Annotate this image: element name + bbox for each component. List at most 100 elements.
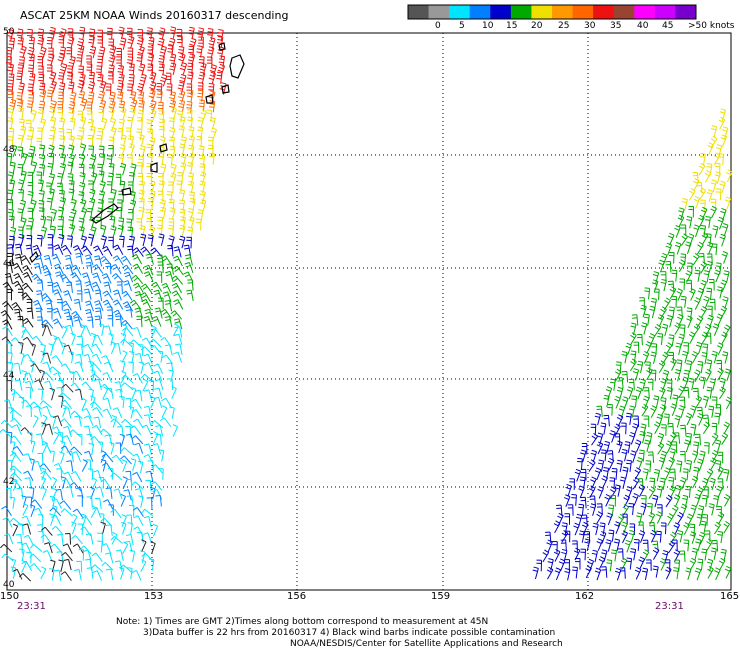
wind-barb [217, 28, 224, 42]
wind-barb [575, 513, 583, 527]
wind-barb [611, 549, 617, 562]
wind-barb [596, 503, 603, 515]
wind-barb [50, 208, 57, 222]
wind-barb [84, 254, 94, 266]
wind-barb [66, 315, 74, 327]
wind-barb [125, 425, 132, 438]
wind-barb [676, 306, 683, 318]
wind-barb [580, 449, 587, 463]
wind-barb [670, 358, 677, 371]
wind-barb [115, 442, 122, 454]
wind-barb [31, 335, 44, 346]
wind-barb [573, 522, 580, 536]
wind-barb [640, 502, 647, 516]
wind-barb [93, 416, 102, 429]
wind-barb [596, 441, 604, 455]
wind-barb [726, 169, 733, 183]
wind-barb [581, 442, 588, 455]
wind-barb [78, 26, 86, 39]
wind-barb [106, 387, 114, 399]
wind-barb [122, 264, 134, 275]
wind-barb [28, 53, 35, 66]
wind-barb [690, 423, 697, 436]
wind-barb [61, 300, 72, 311]
wind-barb [171, 275, 184, 285]
wind-barb [198, 36, 204, 49]
wind-barb [76, 135, 83, 148]
wind-barb [2, 319, 13, 330]
wind-barb [717, 478, 724, 490]
wind-barb [72, 543, 84, 554]
wind-barb [678, 405, 685, 418]
wind-barb [56, 533, 64, 546]
wind-barb [679, 396, 686, 409]
wind-barb [88, 388, 94, 401]
wind-barb [650, 351, 657, 365]
wind-barb [137, 344, 144, 356]
wind-barb [706, 189, 714, 202]
wind-barb [110, 188, 117, 202]
wind-barb [178, 99, 186, 113]
wind-barb [677, 214, 685, 228]
wind-barb [596, 405, 603, 418]
wind-barb [27, 83, 34, 96]
wind-barb [17, 208, 24, 221]
wind-barb [168, 369, 174, 382]
wind-barb [558, 558, 566, 572]
wind-barb [117, 26, 125, 40]
wind-barb [668, 251, 675, 264]
wind-barb [22, 502, 29, 516]
wind-barb [38, 189, 45, 203]
wind-barb [96, 134, 103, 147]
wind-barb [626, 459, 632, 472]
wind-barb [143, 443, 152, 455]
wind-barb [131, 398, 142, 409]
wind-barb [7, 171, 15, 184]
wind-barb [70, 332, 76, 346]
wind-barb [138, 189, 145, 203]
wind-barb [167, 153, 174, 166]
wind-barb [49, 225, 56, 238]
wind-barb [19, 352, 25, 366]
wind-barb [27, 152, 34, 165]
wind-barb [643, 415, 650, 428]
wind-barb [108, 38, 115, 51]
wind-barb [700, 261, 708, 274]
wind-barb [22, 336, 34, 347]
wind-barb [13, 362, 22, 375]
wind-barb [118, 154, 125, 167]
wind-barb [136, 83, 145, 96]
wind-barb [8, 73, 15, 86]
wind-barb [0, 420, 13, 429]
wind-barb [154, 307, 163, 319]
wind-barb [127, 35, 135, 49]
pass-time-right: 23:31 [655, 601, 684, 612]
wind-barb [70, 446, 83, 456]
wind-barb [674, 241, 682, 255]
wind-barb [168, 181, 174, 194]
wind-barb [614, 423, 621, 437]
wind-barb [133, 282, 144, 293]
wind-barb [28, 91, 35, 103]
wind-barb [7, 90, 14, 103]
wind-barb [546, 539, 553, 553]
wind-barb [178, 52, 186, 66]
wind-barb [614, 521, 621, 534]
wind-barb [23, 534, 34, 546]
wind-barb [20, 427, 33, 437]
wind-barb [706, 359, 713, 372]
wind-barb [617, 548, 624, 560]
wind-barb [686, 360, 693, 373]
wind-barb [719, 233, 726, 247]
lon-label-153: 153 [144, 591, 164, 602]
wind-barb [179, 235, 186, 249]
wind-barb [159, 199, 167, 212]
wind-barb [701, 352, 708, 365]
wind-barb [33, 405, 42, 417]
wind-barb [697, 287, 705, 301]
wind-barb [126, 433, 134, 446]
wind-barb [58, 128, 65, 140]
wind-barb [590, 423, 597, 436]
wind-barb [81, 397, 87, 411]
